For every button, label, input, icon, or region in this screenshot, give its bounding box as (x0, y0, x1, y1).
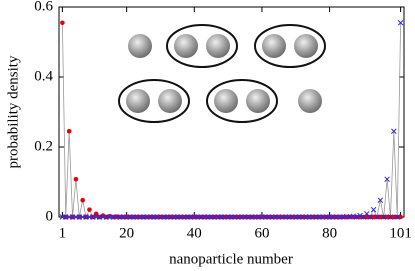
data-point (384, 214, 390, 220)
data-point (371, 214, 376, 220)
data-point (367, 214, 373, 220)
x-tick-label: 80 (322, 225, 337, 241)
data-point (357, 214, 363, 220)
x-tick-label: 40 (187, 225, 202, 241)
data-point (397, 19, 404, 26)
data-point (66, 128, 72, 134)
inset-illustration (118, 24, 326, 123)
data-point (387, 214, 394, 220)
data-point (87, 207, 92, 212)
x-axis-label: nanoparticle number (169, 251, 293, 267)
series-line (62, 22, 402, 219)
data-point (391, 128, 397, 135)
data-point (364, 214, 370, 220)
data-point (384, 176, 390, 182)
data-point (80, 197, 85, 203)
y-tick-label: 0 (46, 208, 54, 224)
data-point (60, 20, 65, 26)
data-point (370, 206, 377, 213)
y-axis-label: probability density (5, 55, 21, 168)
x-tick-label: 101 (389, 225, 412, 241)
data-point (378, 214, 383, 220)
data-point (374, 214, 380, 220)
y-tick-label: 0.4 (34, 68, 53, 84)
x-tick-label: 20 (119, 225, 134, 241)
data-point (380, 214, 387, 220)
data-point (73, 176, 79, 182)
data-point (377, 197, 384, 203)
data-point (398, 214, 403, 220)
data-point (353, 214, 360, 220)
y-tick-label: 0.6 (34, 0, 53, 14)
series-line (61, 22, 401, 219)
x-tick-label: 60 (254, 225, 269, 241)
y-tick-label: 0.2 (34, 138, 53, 154)
data-point (391, 214, 397, 220)
plot-frame (58, 6, 405, 218)
x-tick-label: 1 (59, 225, 67, 241)
data-point (394, 214, 400, 220)
data-point (357, 212, 363, 219)
